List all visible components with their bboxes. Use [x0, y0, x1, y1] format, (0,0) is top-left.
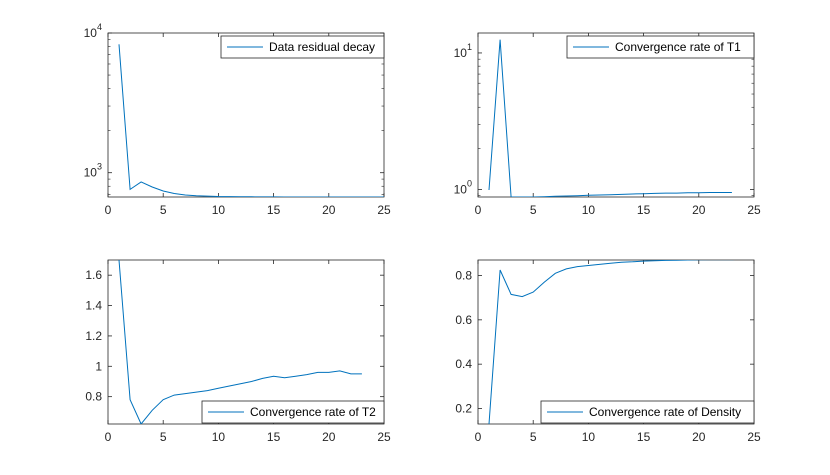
y-tick-label: 1.6 — [85, 268, 102, 282]
x-tick-label: 5 — [530, 203, 537, 217]
chart-panel-4: 0 5 10 15 20 25 0.2 0.4 0.6 0.8 Convergence rate o… — [455, 259, 761, 444]
x-tick-label: 5 — [530, 430, 537, 444]
x-tick-label: 5 — [160, 203, 167, 217]
x-tick-label: 20 — [692, 430, 706, 444]
y-tick-label: 1.2 — [85, 329, 102, 343]
y-tick-label: 100 — [454, 178, 472, 196]
series-line — [118, 44, 384, 197]
x-tick-label: 25 — [377, 203, 391, 217]
legend-box — [566, 35, 755, 59]
legend-box — [201, 400, 385, 424]
legend: Data residual decay — [220, 35, 385, 59]
x-tick-label: 20 — [322, 430, 336, 444]
x-tick-label: 15 — [637, 430, 651, 444]
y-tick-label: 1.4 — [85, 299, 102, 313]
legend-box — [220, 35, 385, 59]
legend: Convergence rate of T2 — [201, 400, 385, 424]
legend: Convergence rate of Density — [540, 400, 755, 424]
legend-label: Convergence rate of T2 — [250, 405, 376, 419]
y-tick-label: 0.2 — [455, 401, 472, 415]
series-line — [118, 260, 362, 424]
axes-box — [477, 259, 755, 425]
x-tick-label: 0 — [105, 430, 112, 444]
x-tick-label: 20 — [692, 203, 706, 217]
x-tick-label: 10 — [212, 203, 226, 217]
legend-label: Data residual decay — [269, 40, 375, 54]
x-tick-label: 15 — [267, 203, 281, 217]
x-tick-label: 0 — [475, 430, 482, 444]
legend-label: Convergence rate of Density — [589, 405, 741, 419]
axes-box — [477, 32, 755, 198]
legend-box — [540, 400, 755, 424]
chart-panel-2: 0 5 10 15 20 25 100 101 Convergence rate of T1 — [454, 32, 761, 217]
x-tick-label: 25 — [377, 430, 391, 444]
chart-panel-3: 0 5 10 15 20 25 0.8 1 1.2 1.4 1.6 Convergence rate … — [85, 259, 391, 444]
series-line — [488, 260, 736, 424]
x-tick-label: 0 — [475, 203, 482, 217]
x-tick-label: 20 — [322, 203, 336, 217]
y-tick-label: 104 — [84, 22, 102, 40]
legend: Convergence rate of T1 — [566, 35, 755, 59]
y-tick-label: 0.4 — [455, 357, 472, 371]
y-tick-label: 1 — [95, 359, 102, 373]
series-line — [488, 39, 732, 197]
axes-box — [107, 32, 385, 198]
x-tick-label: 25 — [747, 203, 761, 217]
axes-box — [107, 259, 385, 425]
y-tick-label: 0.6 — [455, 313, 472, 327]
x-tick-label: 5 — [160, 430, 167, 444]
chart-panel-1: 0 5 10 15 20 25 103 104 Data residual decay — [84, 22, 391, 217]
x-tick-label: 10 — [212, 430, 226, 444]
y-tick-label: 103 — [84, 162, 102, 180]
legend-label: Convergence rate of T1 — [615, 40, 741, 54]
x-tick-label: 0 — [105, 203, 112, 217]
x-tick-label: 15 — [267, 430, 281, 444]
x-tick-label: 10 — [582, 430, 596, 444]
x-tick-label: 25 — [747, 430, 761, 444]
x-tick-label: 10 — [582, 203, 596, 217]
y-tick-label: 0.8 — [85, 390, 102, 404]
y-tick-label: 0.8 — [455, 269, 472, 283]
x-tick-label: 15 — [637, 203, 651, 217]
y-tick-label: 101 — [454, 42, 472, 60]
